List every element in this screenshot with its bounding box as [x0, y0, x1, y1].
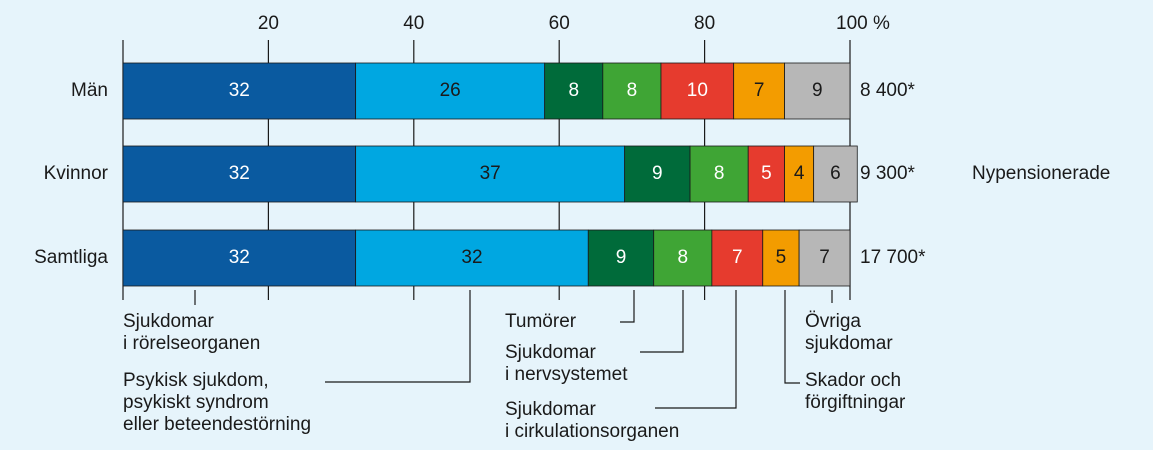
bar-segment [122, 62, 357, 120]
value-label: 10 [687, 80, 708, 101]
bar-segment [355, 62, 546, 120]
legend-label: Skador och förgiftningar [805, 370, 906, 413]
bar-segment [355, 229, 589, 287]
bar-segment [747, 145, 785, 203]
category-label: Kvinnor [44, 163, 109, 184]
bar-segment [689, 145, 749, 203]
value-label: 7 [819, 247, 830, 268]
bar-segment [798, 229, 851, 287]
legend-label: Sjukdomar i nervsystemet [505, 342, 628, 385]
x-tick-label: 40 [403, 13, 424, 34]
x-tick-label: 20 [258, 13, 279, 34]
value-label: 5 [761, 163, 772, 184]
total-label: 17 700* [860, 247, 926, 268]
value-label: 6 [830, 163, 841, 184]
bar-segment [653, 229, 713, 287]
value-label: 5 [776, 247, 787, 268]
bar-segment [813, 145, 858, 203]
bar-segment [762, 229, 800, 287]
value-label: 32 [461, 247, 482, 268]
value-label: 8 [678, 247, 689, 268]
bar-segment [122, 145, 357, 203]
value-label: 4 [794, 163, 805, 184]
value-label: 8 [568, 80, 579, 101]
bar-segment [784, 145, 815, 203]
bar-segment [587, 229, 655, 287]
total-label: 8 400* [860, 80, 916, 101]
legend-label: Sjukdomar i cirkulationsorganen [505, 399, 680, 442]
bar-segment [122, 229, 357, 287]
bar-segment [784, 62, 851, 120]
x-tick-label: 60 [549, 13, 570, 34]
side-label: Nypensionerade [972, 163, 1110, 184]
legend-label: Psykisk sjukdom, psykiskt syndrom eller … [123, 370, 312, 435]
bar-segment [355, 145, 626, 203]
value-label: 9 [812, 80, 823, 101]
value-label: 26 [440, 80, 461, 101]
bar-segment [544, 62, 604, 120]
value-label: 8 [627, 80, 638, 101]
legend-label: Tumörer [505, 311, 577, 332]
x-tick-label: 80 [694, 13, 715, 34]
value-label: 7 [732, 247, 743, 268]
leader-line [620, 290, 635, 323]
value-label: 9 [616, 247, 627, 268]
leader-line [640, 290, 684, 353]
category-label: Män [71, 80, 108, 101]
legend-label: Övriga sjukdomar [805, 311, 893, 354]
value-label: 32 [229, 247, 250, 268]
value-label: 32 [229, 80, 250, 101]
leader-line [325, 290, 471, 383]
category-label: Samtliga [34, 247, 108, 268]
legend-label: Sjukdomar i rörelseorganen [123, 311, 261, 354]
value-label: 9 [652, 163, 663, 184]
value-label: 37 [480, 163, 501, 184]
value-label: 7 [754, 80, 765, 101]
x-tick-label: 100 % [836, 13, 890, 34]
bar-segment [624, 145, 691, 203]
total-label: 9 300* [860, 163, 916, 184]
value-label: 8 [714, 163, 725, 184]
value-label: 32 [229, 163, 250, 184]
bar-segment [602, 62, 662, 120]
leader-line [784, 290, 800, 384]
leader-line [655, 290, 737, 409]
